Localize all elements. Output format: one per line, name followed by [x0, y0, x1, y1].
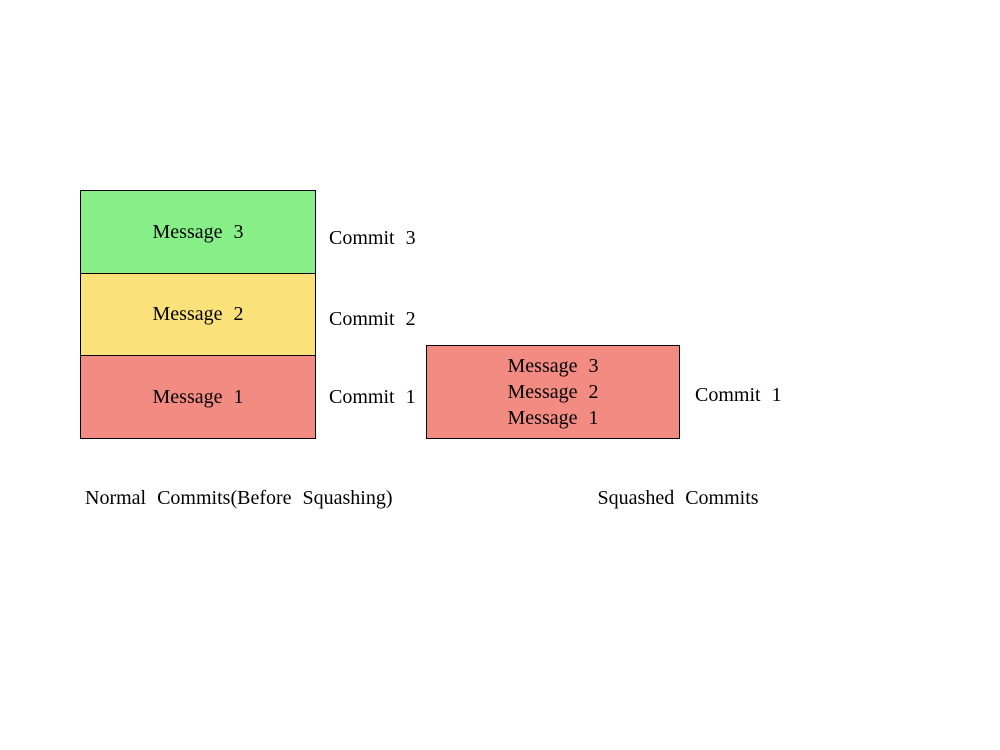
squashed-message: Message 1	[508, 405, 599, 431]
commit-message: Message 1	[153, 386, 244, 409]
commit-box-2: Message 2 Commit 2	[80, 273, 316, 357]
commit-stack: Message 3 Commit 3 Message 2 Commit 2 Me…	[80, 190, 316, 439]
commit-label: Commit 1	[329, 386, 416, 409]
diagram-row: Message 3 Commit 3 Message 2 Commit 2 Me…	[80, 190, 960, 439]
commit-message: Message 2	[153, 303, 244, 326]
commit-label: Commit 1	[695, 382, 782, 408]
squashed-message: Message 2	[508, 379, 599, 405]
diagram-container: Message 3 Commit 3 Message 2 Commit 2 Me…	[80, 190, 960, 510]
commit-message: Message 3	[153, 221, 244, 244]
normal-commits-caption: Normal Commits(Before Squashing)	[85, 487, 393, 510]
commit-box-1: Message 1 Commit 1	[80, 355, 316, 439]
caption-row: Normal Commits(Before Squashing) Squashe…	[80, 487, 960, 510]
commit-box-3: Message 3 Commit 3	[80, 190, 316, 274]
normal-commits-diagram: Message 3 Commit 3 Message 2 Commit 2 Me…	[80, 190, 316, 439]
squashed-box: Message 3 Message 2 Message 1 Commit 1	[426, 345, 680, 439]
commit-label: Commit 3	[329, 227, 416, 250]
commit-label: Commit 2	[329, 308, 416, 331]
squashed-commits-diagram: Message 3 Message 2 Message 1 Commit 1	[426, 345, 680, 439]
squashed-message: Message 3	[508, 353, 599, 379]
squashed-commits-caption: Squashed Commits	[598, 487, 759, 510]
